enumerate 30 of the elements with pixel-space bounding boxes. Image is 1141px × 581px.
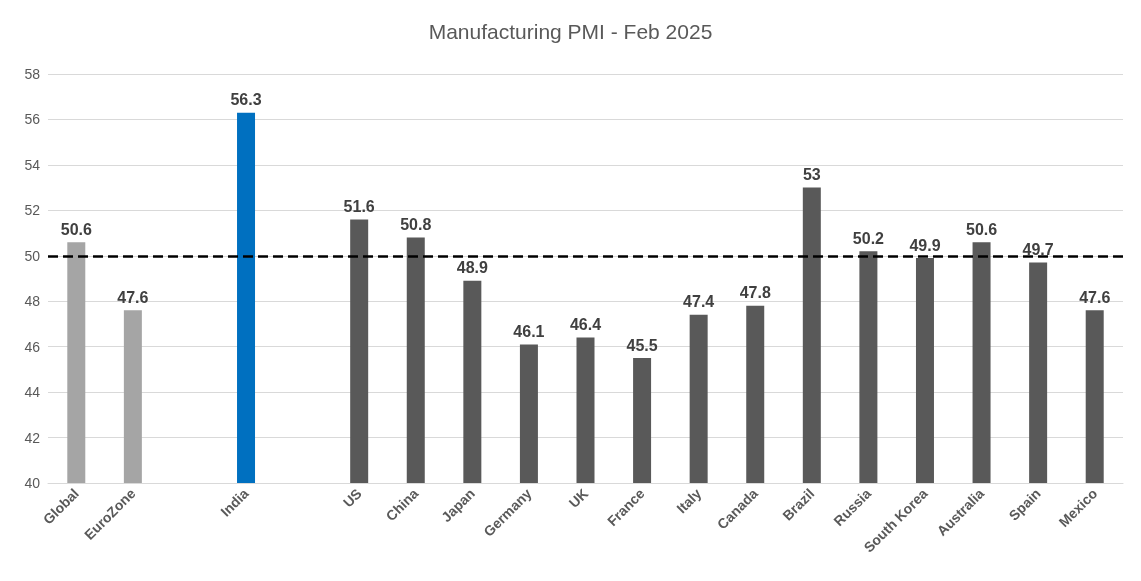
y-tick-label: 52 xyxy=(24,202,41,219)
y-tick-label: 54 xyxy=(24,156,41,173)
data-label: 47.6 xyxy=(1079,288,1111,306)
y-tick-label: 46 xyxy=(24,338,41,355)
data-label: 56.3 xyxy=(230,91,262,109)
data-label: 46.4 xyxy=(569,316,602,334)
x-tick-label: UK xyxy=(565,485,592,511)
data-label: 47.4 xyxy=(683,293,715,311)
y-tick-label: 48 xyxy=(24,293,41,310)
data-label: 49.9 xyxy=(909,236,941,254)
data-label: 45.5 xyxy=(626,336,658,354)
chart-title: Manufacturing PMI - Feb 2025 xyxy=(428,20,713,43)
y-tick-label: 42 xyxy=(24,429,41,446)
data-label: 48.9 xyxy=(456,259,489,277)
data-label: 51.6 xyxy=(343,197,375,215)
data-label: 47.6 xyxy=(117,288,149,306)
data-label: 49.7 xyxy=(1022,241,1054,259)
y-tick-label: 44 xyxy=(24,384,41,401)
data-label: 50.8 xyxy=(400,216,432,234)
data-label: 50.2 xyxy=(852,229,885,247)
data-label: 50.6 xyxy=(60,220,92,238)
y-tick-label: 58 xyxy=(24,66,41,82)
y-tick-label: 56 xyxy=(24,111,41,128)
data-label: 53 xyxy=(802,166,821,184)
data-label: 47.8 xyxy=(739,284,771,302)
data-label: 46.1 xyxy=(513,322,545,340)
x-tick-label: US xyxy=(339,485,365,511)
y-tick-label: 50 xyxy=(24,247,41,264)
y-tick-label: 40 xyxy=(24,475,41,491)
data-label: 50.6 xyxy=(965,220,998,238)
